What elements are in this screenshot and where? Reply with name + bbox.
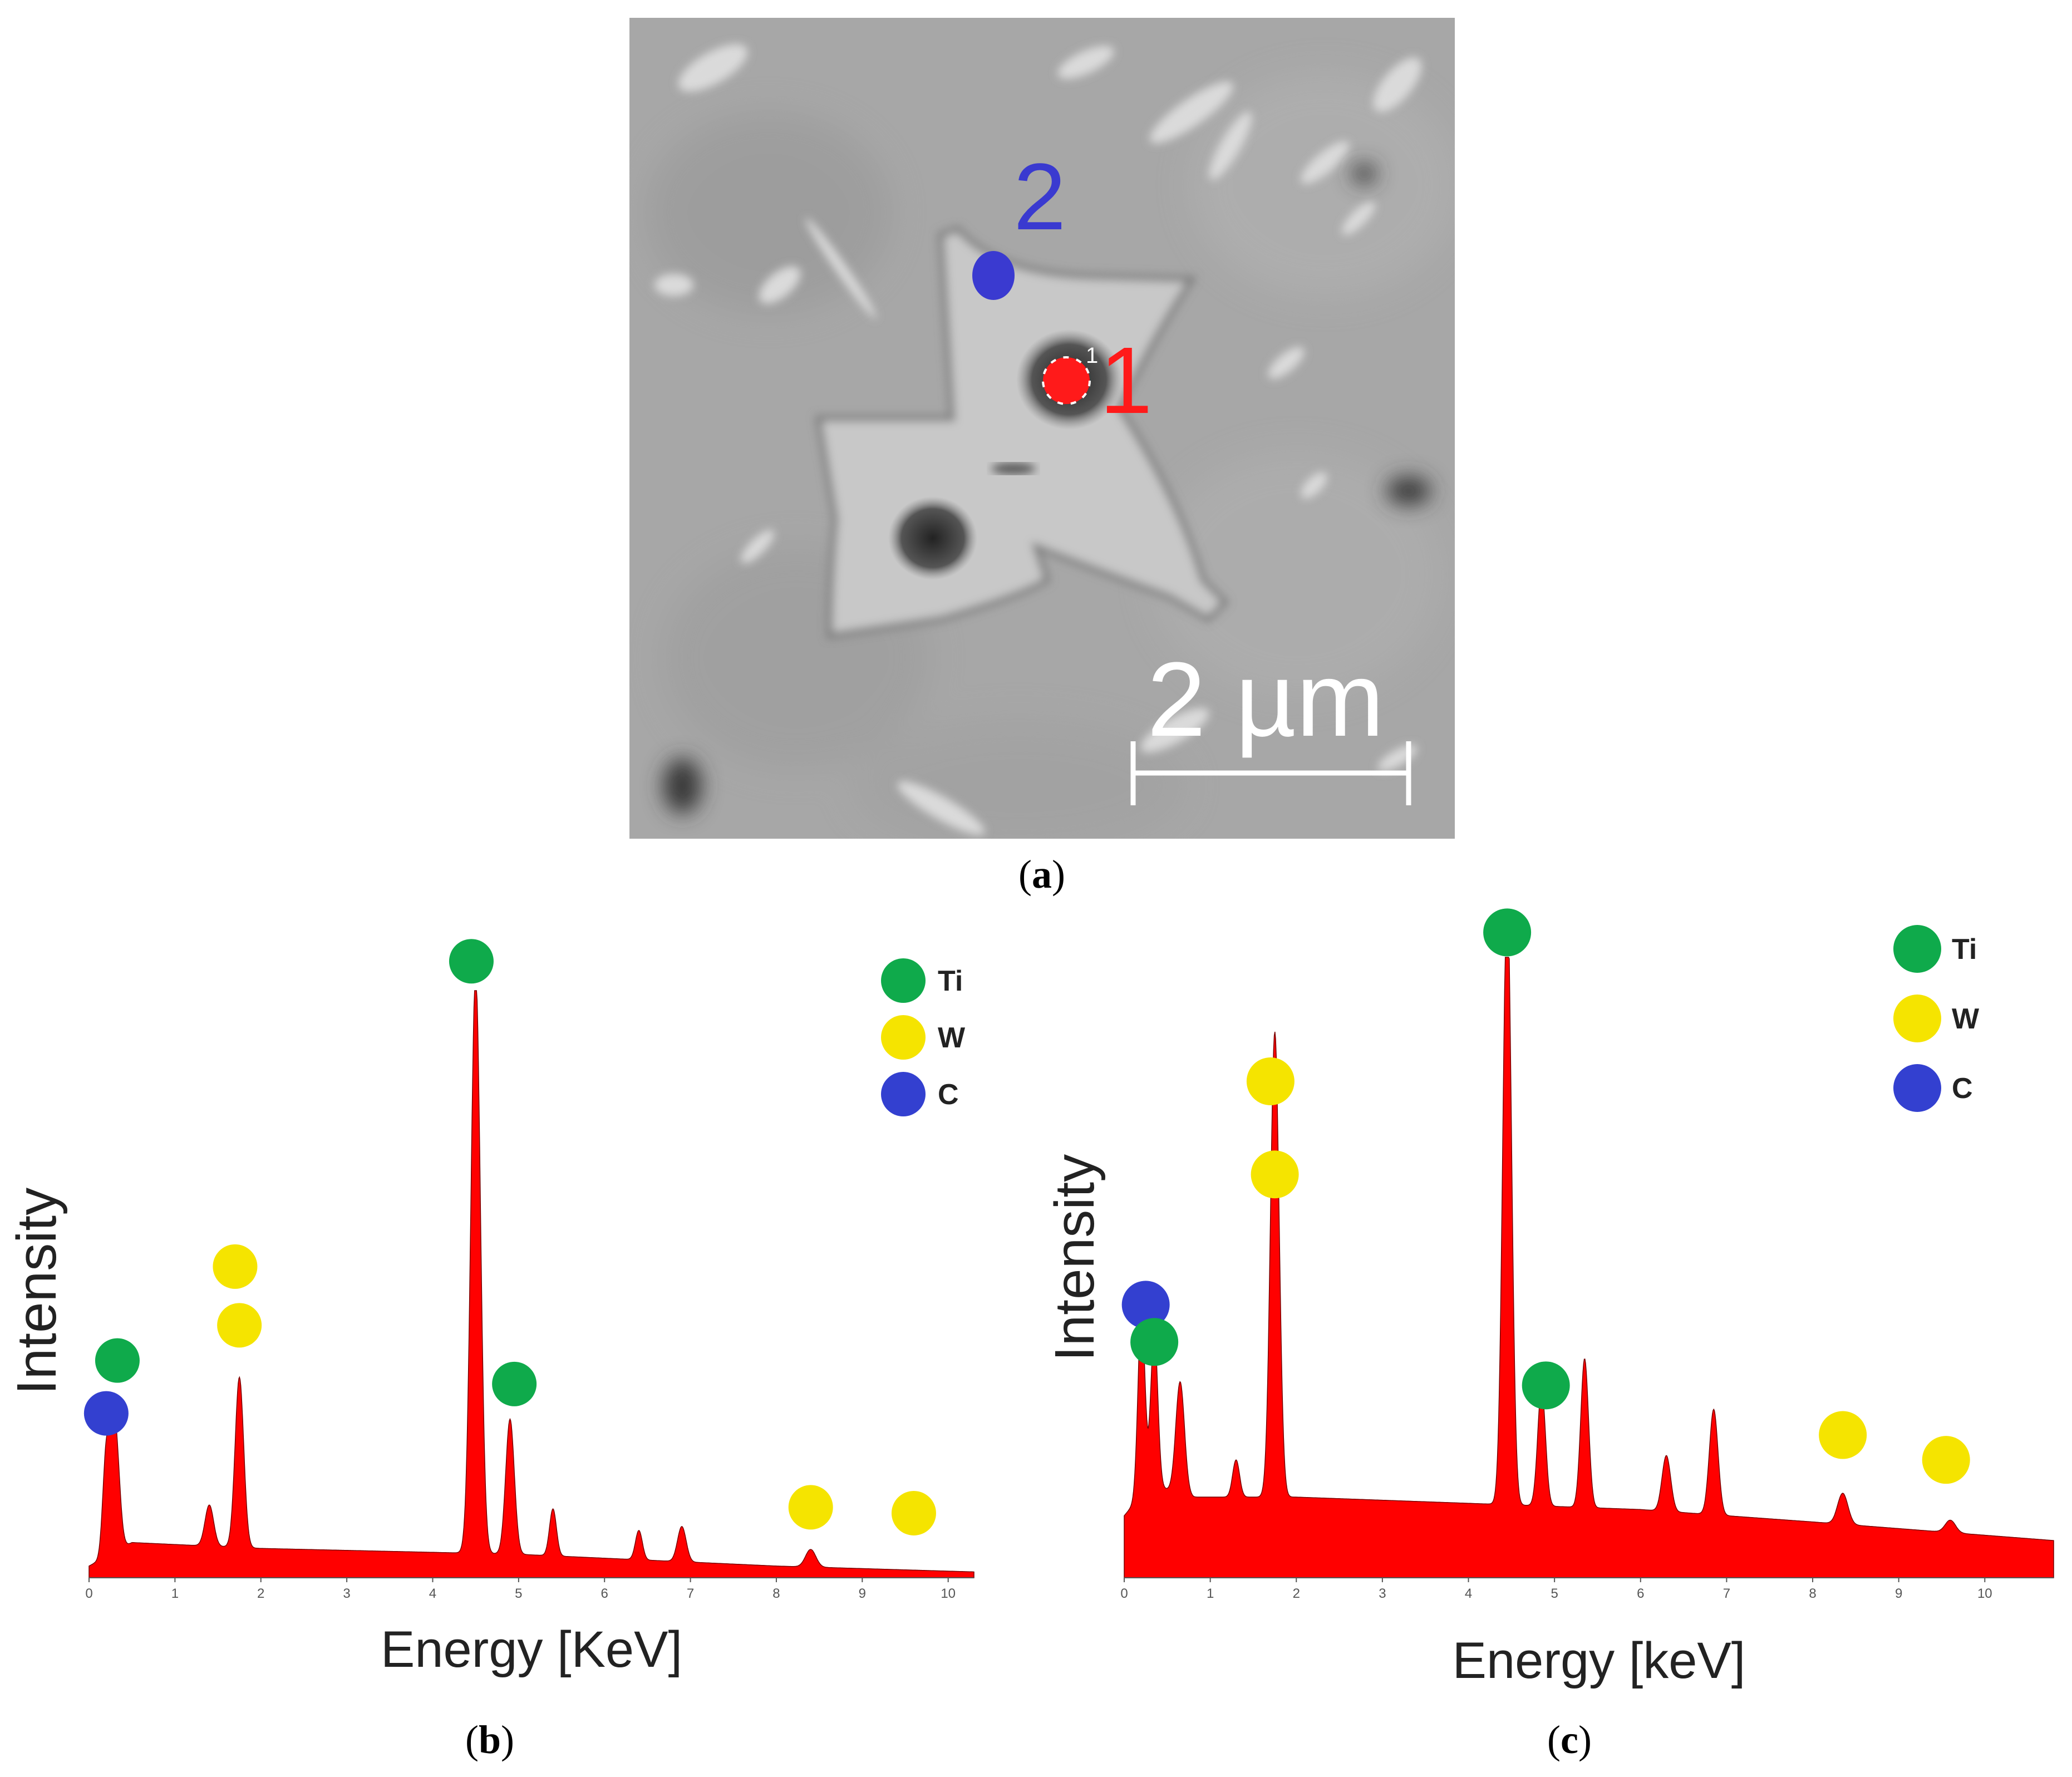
peak-marker-w-c bbox=[1246, 1057, 1295, 1105]
caption-c: (c) bbox=[1547, 1717, 1592, 1762]
point-2-label: 2 bbox=[1013, 144, 1066, 250]
y-axis-label-b: Intensity bbox=[6, 1188, 68, 1395]
peak-marker-w-b bbox=[213, 1244, 258, 1289]
x-axis-label-b: Energy [KeV] bbox=[381, 1621, 682, 1678]
caption-a: (a) bbox=[1018, 852, 1065, 897]
peak-marker-w-b bbox=[217, 1303, 262, 1348]
x-tick-label-b: 8 bbox=[772, 1586, 780, 1601]
x-tick-label-c: 3 bbox=[1379, 1586, 1386, 1601]
eds-spectrum-c: 0 1 2 3 4 5 6 7 8 9 10 Energy [keV] Intensity Ti W C bbox=[1044, 908, 2054, 1689]
peak-marker-w-b bbox=[788, 1485, 833, 1530]
legend-label-w-c: W bbox=[1952, 1003, 1980, 1035]
x-tick-label-b: 5 bbox=[515, 1586, 522, 1601]
legend-label-ti-b: Ti bbox=[938, 965, 963, 997]
legend-marker-ti-c bbox=[1893, 925, 1941, 973]
peak-marker-w-c bbox=[1819, 1411, 1867, 1459]
legend-marker-w-b bbox=[881, 1015, 926, 1060]
x-tick-label-b: 9 bbox=[859, 1586, 866, 1601]
x-tick-label-b: 2 bbox=[257, 1586, 264, 1601]
x-tick-label-c: 0 bbox=[1120, 1586, 1128, 1601]
legend-label-ti-c: Ti bbox=[1952, 933, 1977, 966]
peak-marker-ti-b bbox=[95, 1338, 140, 1383]
x-tick-label-c: 10 bbox=[1977, 1586, 1992, 1601]
x-tick-label-c: 4 bbox=[1465, 1586, 1472, 1601]
spectrum-area-c bbox=[1124, 957, 2054, 1578]
point-1-marker: 1 1 bbox=[1042, 328, 1153, 434]
micrograph-panel: 2 1 1 2 µm bbox=[629, 18, 1459, 853]
legend-label-c-b: C bbox=[938, 1079, 959, 1111]
peak-marker-w-b bbox=[891, 1490, 936, 1535]
peak-marker-ti-b bbox=[449, 939, 494, 984]
carbide-particle bbox=[815, 226, 1229, 639]
x-tick-label-b: 3 bbox=[343, 1586, 350, 1601]
x-tick-label-c: 6 bbox=[1637, 1586, 1644, 1601]
peak-marker-ti-c bbox=[1522, 1361, 1570, 1410]
caption-b: (b) bbox=[465, 1717, 514, 1762]
peak-marker-c-c bbox=[1121, 1281, 1170, 1329]
x-tick-label-c: 9 bbox=[1895, 1586, 1902, 1601]
peak-marker-w-c bbox=[1922, 1436, 1970, 1484]
legend-marker-w-c bbox=[1893, 995, 1941, 1042]
x-tick-label-b: 0 bbox=[85, 1586, 92, 1601]
peak-marker-ti-c bbox=[1130, 1318, 1179, 1366]
peak-marker-ti-b bbox=[492, 1361, 537, 1406]
micrograph-image: 2 1 1 2 µm bbox=[629, 18, 1459, 853]
peak-marker-ti-c bbox=[1483, 908, 1532, 957]
spectrum-area-b bbox=[88, 990, 975, 1578]
peak-marker-w-c bbox=[1251, 1150, 1299, 1199]
legend-label-c-c: C bbox=[1952, 1072, 1973, 1105]
x-tick-label-c: 7 bbox=[1723, 1586, 1730, 1601]
point-1-label: 1 bbox=[1100, 328, 1153, 434]
x-axis-label-c: Energy [keV] bbox=[1453, 1632, 1746, 1689]
legend-label-w-b: W bbox=[938, 1022, 966, 1054]
peak-marker-c-b bbox=[83, 1391, 129, 1436]
point-2-marker: 2 bbox=[972, 144, 1066, 300]
scale-bar: 2 µm bbox=[1130, 641, 1411, 805]
x-tick-label-b: 4 bbox=[429, 1586, 436, 1601]
x-tick-label-b: 1 bbox=[171, 1586, 179, 1601]
scale-bar-label: 2 µm bbox=[1147, 641, 1384, 759]
legend-marker-c-b bbox=[881, 1072, 926, 1116]
legend-marker-c-c bbox=[1893, 1064, 1941, 1112]
x-tick-label-b: 10 bbox=[941, 1586, 956, 1601]
eds-spectrum-b: 0 1 2 3 4 5 6 7 8 9 10 Energy [KeV] Intensity Ti WC bbox=[6, 939, 975, 1678]
x-tick-label-b: 7 bbox=[687, 1586, 694, 1601]
x-tick-label-c: 5 bbox=[1551, 1586, 1558, 1601]
x-tick-label-b: 6 bbox=[601, 1586, 608, 1601]
x-tick-label-c: 2 bbox=[1293, 1586, 1300, 1601]
x-tick-label-c: 8 bbox=[1809, 1586, 1816, 1601]
point-1-small-label: 1 bbox=[1086, 343, 1098, 368]
x-tick-label-c: 1 bbox=[1207, 1586, 1214, 1601]
y-axis-label-c: Intensity bbox=[1044, 1154, 1106, 1361]
legend-marker-ti-b bbox=[881, 958, 926, 1003]
